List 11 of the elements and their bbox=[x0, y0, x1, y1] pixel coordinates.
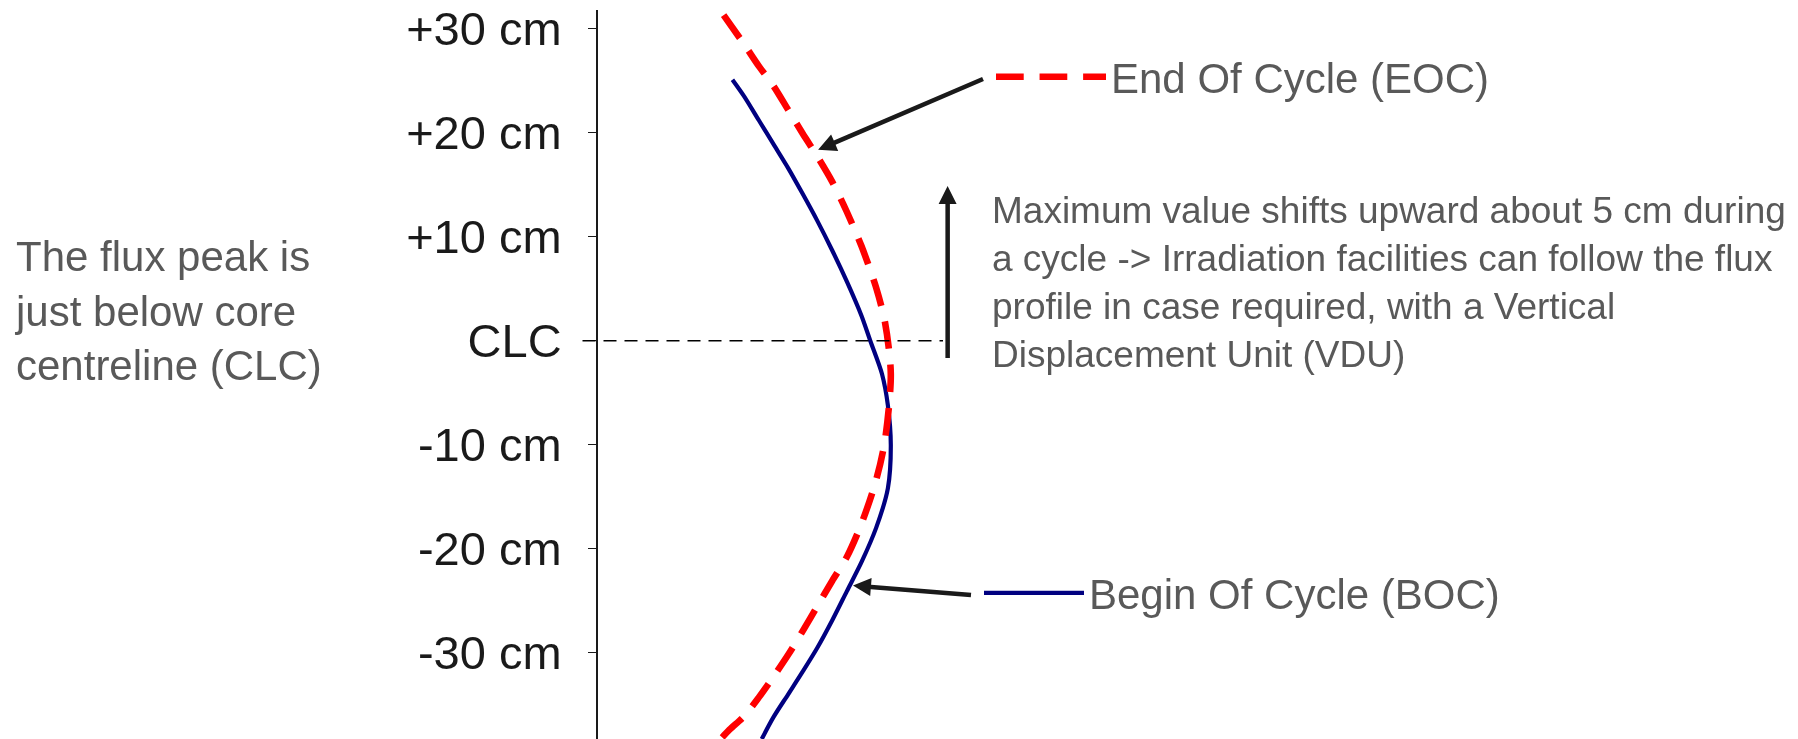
legend-label: Begin Of Cycle (BOC) bbox=[1089, 571, 1500, 619]
y-tick-label: +30 cm bbox=[406, 2, 562, 56]
text: The flux peak is just below core centreline (CLC) bbox=[14, 233, 322, 390]
y-tick-label: -20 cm bbox=[417, 522, 562, 576]
y-tick-label: +10 cm bbox=[406, 210, 562, 264]
y-tick-label: -10 cm bbox=[417, 418, 562, 472]
y-tick-label: +20 cm bbox=[406, 106, 562, 160]
legend-label: End Of Cycle (EOC) bbox=[1111, 55, 1490, 103]
text: Maximum value shifts upward about 5 cm during a cycle -> Irradiation facilities can follow the flux profile in case required, with a Vertical Displacement Unit (VDU) bbox=[992, 190, 1786, 376]
y-tick-label: -30 cm bbox=[417, 626, 562, 680]
y-tick-label: CLC bbox=[467, 314, 562, 368]
